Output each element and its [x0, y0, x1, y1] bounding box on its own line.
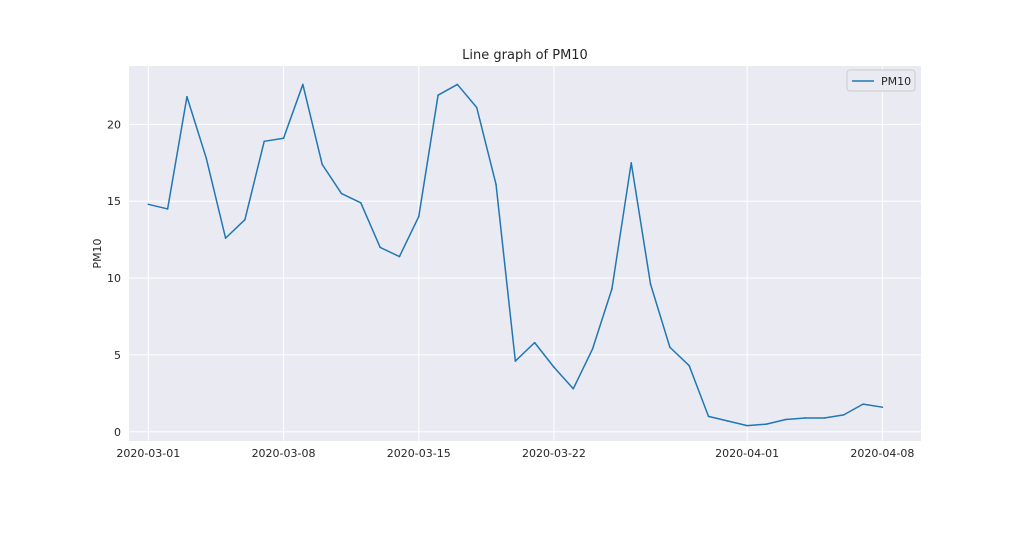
plot-area: [129, 66, 921, 441]
data-point: [804, 417, 806, 419]
data-point: [321, 163, 323, 166]
grid: [129, 66, 921, 441]
y-axis-label: PM10: [91, 238, 104, 268]
y-tick-label: 10: [107, 272, 121, 285]
x-tick-label: 2020-03-22: [522, 447, 586, 460]
legend-label-pm10: PM10: [881, 75, 911, 88]
y-tick-label: 0: [114, 426, 121, 439]
data-point: [340, 192, 343, 195]
data-point: [379, 246, 381, 249]
data-point: [417, 215, 420, 218]
tick-labels: 0 5 10 15 20 2020-03-01 2020-03-08 2020-03-15 20…: [107, 118, 914, 460]
x-tick-label: 2020-04-08: [850, 447, 914, 460]
data-point: [186, 95, 188, 98]
legend: PM10: [846, 69, 916, 92]
data-point: [147, 203, 150, 206]
data-point: [649, 283, 652, 286]
data-point: [572, 387, 575, 390]
x-tick-label: 2020-03-01: [116, 447, 180, 460]
x-tick-label: 2020-04-01: [715, 447, 779, 460]
data-point: [823, 417, 826, 419]
data-point: [495, 183, 497, 186]
data-point: [862, 403, 864, 405]
data-point: [881, 406, 884, 408]
data-point: [205, 157, 208, 160]
data-point: [611, 288, 613, 290]
data-point: [263, 140, 266, 143]
data-point: [842, 414, 845, 416]
data-point: [746, 424, 748, 427]
data-point: [688, 364, 690, 367]
chart-title: Line graph of PM10: [462, 48, 588, 63]
legend-box: [846, 69, 916, 92]
data-point: [282, 137, 285, 140]
data-point: [166, 208, 169, 210]
data-point: [727, 420, 729, 422]
data-point: [437, 94, 439, 97]
series-layer: [147, 83, 884, 427]
data-point: [456, 83, 459, 86]
data-point: [475, 106, 478, 109]
data-point: [784, 418, 787, 421]
data-point: [244, 218, 246, 221]
data-point: [765, 423, 768, 425]
data-point: [630, 162, 633, 164]
y-tick-label: 5: [114, 349, 121, 362]
x-tick-label: 2020-03-15: [387, 447, 451, 460]
y-tick-label: 15: [107, 195, 121, 208]
data-point: [533, 341, 536, 344]
data-point: [591, 347, 594, 350]
y-tick-label: 20: [107, 118, 121, 131]
data-point: [707, 415, 710, 418]
data-point: [224, 237, 227, 239]
x-tick-label: 2020-03-08: [252, 447, 316, 460]
data-point: [398, 255, 401, 258]
data-point: [553, 366, 555, 369]
data-point: [514, 360, 517, 362]
data-point: [360, 201, 362, 204]
data-point: [302, 83, 304, 86]
data-point: [669, 346, 671, 349]
